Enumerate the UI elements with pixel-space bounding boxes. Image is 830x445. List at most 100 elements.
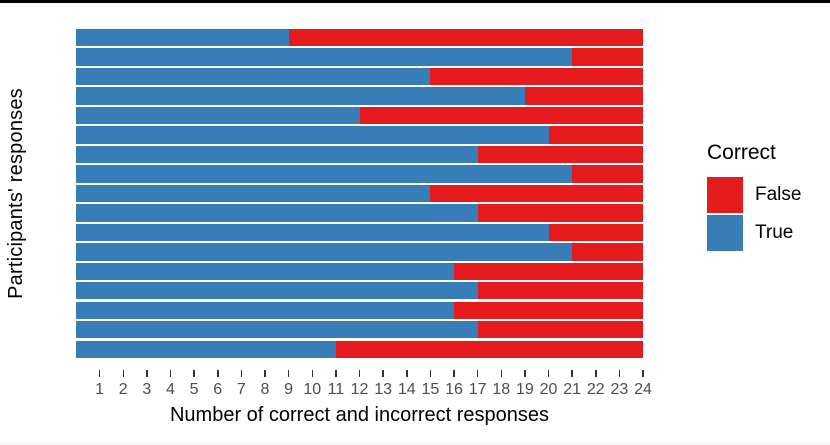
false-segment: [477, 321, 643, 339]
x-tick-label: 5: [189, 381, 199, 398]
true-segment: [76, 282, 478, 300]
x-tick-label: 16: [445, 381, 463, 398]
participant-bar: [76, 301, 643, 319]
x-tick: [335, 370, 337, 377]
x-tick-label: 6: [213, 381, 223, 398]
true-segment: [76, 29, 289, 47]
x-tick: [453, 370, 455, 377]
true-segment: [76, 106, 360, 125]
x-tick-label: 22: [586, 381, 605, 398]
false-segment: [454, 301, 643, 319]
false-segment: [477, 145, 643, 164]
true-segment: [76, 204, 478, 222]
true-segment: [76, 87, 525, 105]
false-segment: [288, 29, 643, 47]
legend-item-true: True: [707, 214, 801, 251]
x-tick-label: 8: [260, 381, 270, 398]
true-segment: [76, 321, 478, 339]
participant-bar: [76, 204, 643, 222]
participant-bar: [76, 243, 643, 261]
legend-item-false: False: [707, 177, 801, 213]
x-tick: [169, 370, 172, 377]
participant-bar: [76, 262, 643, 280]
participant-bar: [76, 48, 643, 66]
false-segment: [454, 262, 643, 280]
false-segment: [572, 243, 643, 261]
x-tick: [595, 370, 597, 377]
x-tick: [98, 370, 101, 377]
x-tick-label: 21: [563, 381, 582, 398]
x-tick: [122, 370, 124, 377]
x-tick: [547, 370, 550, 377]
x-tick: [524, 370, 526, 377]
false-segment: [430, 67, 643, 86]
x-tick-label: 17: [468, 381, 487, 398]
y-axis-title-text: Participants' responses: [4, 88, 27, 299]
x-tick-label: 3: [142, 381, 152, 398]
x-tick: [618, 370, 621, 377]
x-axis-title: Number of correct and incorrect response…: [169, 404, 550, 426]
true-segment: [76, 223, 549, 242]
x-tick-label: 12: [350, 381, 369, 398]
false-segment: [335, 340, 643, 358]
legend-label: True: [755, 221, 794, 243]
legend-items: False True: [707, 177, 801, 251]
x-tick-label: 20: [539, 381, 558, 398]
x-tick-label: 24: [634, 381, 652, 398]
participant-bar: [76, 321, 643, 339]
top-border-line: [0, 0, 830, 3]
x-tick: [406, 370, 408, 377]
x-tick: [571, 370, 573, 377]
x-tick-label: 9: [284, 381, 294, 398]
false-segment: [430, 184, 643, 203]
x-tick-label: 7: [236, 381, 246, 398]
true-segment: [76, 67, 431, 86]
participant-bar: [76, 126, 643, 144]
false-segment: [477, 282, 643, 300]
true-segment: [76, 48, 573, 66]
x-tick: [429, 370, 432, 377]
false-segment: [359, 106, 643, 125]
false-segment: [572, 165, 643, 183]
participant-bar: [76, 145, 643, 164]
false-segment: [572, 48, 643, 66]
x-tick: [240, 370, 243, 377]
participant-bar: [76, 282, 643, 300]
participant-bar: [76, 106, 643, 125]
legend-label: False: [755, 184, 802, 205]
participant-bar: [76, 29, 643, 47]
true-segment: [76, 126, 549, 144]
participant-bar: [76, 87, 643, 105]
x-tick: [264, 370, 266, 377]
true-segment: [76, 301, 454, 319]
legend-swatch-false: [707, 177, 743, 213]
true-segment: [76, 243, 573, 261]
x-tick: [500, 370, 502, 377]
x-tick-label: 10: [303, 381, 322, 398]
participant-bar: [76, 340, 643, 358]
bottom-border-line: [0, 443, 830, 444]
true-segment: [76, 145, 478, 164]
x-tick-label: 19: [515, 381, 534, 398]
plot-panel: [76, 29, 643, 358]
x-tick-label: 13: [374, 381, 393, 398]
true-segment: [76, 340, 336, 358]
x-tick: [217, 370, 219, 377]
true-segment: [76, 165, 573, 183]
y-axis-title: Participants' responses: [0, 29, 32, 358]
x-tick: [382, 370, 384, 377]
true-segment: [76, 262, 454, 280]
false-segment: [548, 126, 643, 144]
x-axis: 1 2 3 4 5 6 7 8 9 10 11 12 13 14 15 16 17 18 19 20 21 22 23 24: [76, 358, 652, 404]
x-tick: [358, 370, 361, 377]
false-segment: [524, 87, 643, 105]
x-tick-label: 14: [397, 381, 416, 398]
true-segment: [76, 184, 431, 203]
x-tick: [476, 370, 479, 377]
x-tick-label: 15: [421, 381, 440, 398]
legend-title: Correct: [707, 141, 776, 164]
x-tick: [287, 370, 290, 377]
participant-bar: [76, 67, 643, 86]
participant-bar: [76, 184, 643, 203]
